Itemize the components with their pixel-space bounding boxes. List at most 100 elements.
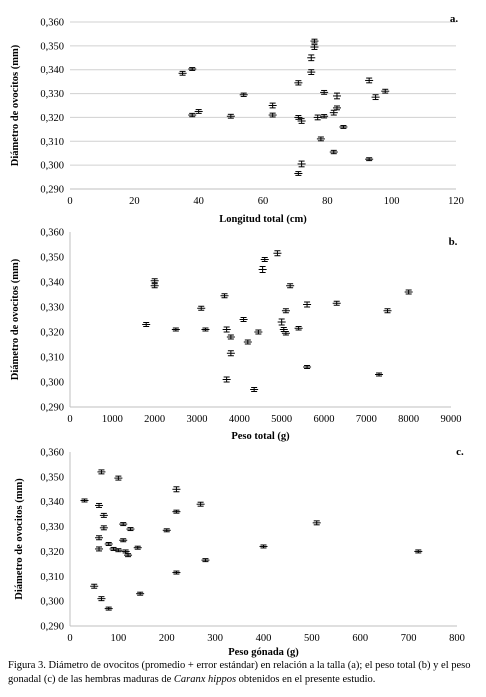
panel-c-x-axis-title: Peso gónada (g) (228, 647, 299, 658)
panel-b-data-point (303, 301, 312, 308)
panel-c-data-point (97, 469, 106, 475)
panel-a-y-tick-label: 0,340 (40, 65, 64, 76)
panel-b-data-point (226, 350, 235, 357)
panel-c-data-point (114, 475, 123, 481)
panel-a-data-point (294, 115, 303, 120)
panel-b-x-tick-label: 3000 (187, 414, 208, 425)
caption-text-end: obtenidos en el presente estudio. (236, 674, 376, 685)
panel-a-data-point (381, 88, 390, 94)
panel-c-data-point (95, 546, 104, 552)
panel-b-data-point (243, 339, 252, 345)
panel-a-y-tick-label: 0,300 (40, 161, 64, 172)
panel-b-data-point (260, 257, 269, 262)
panel-c-data-point (104, 606, 113, 611)
panel-a-y-tick-label: 0,330 (40, 89, 64, 100)
panel-c-y-tick-label: 0,340 (40, 497, 64, 508)
panel-a-data-point (297, 160, 306, 168)
panel-a-y-tick-label: 0,360 (40, 18, 64, 29)
panel-c-data-point (99, 525, 108, 531)
figure-caption: Figura 3. Diámetro de ovocitos (promedio… (8, 659, 480, 687)
panel-a-data-point (310, 44, 319, 50)
panel-b-x-tick-label: 4000 (229, 414, 250, 425)
panel-b-data-point (220, 293, 229, 299)
panel-a-data-point (294, 80, 303, 86)
panel-b-y-tick-label: 0,320 (40, 328, 64, 339)
panel-c-data-point (104, 541, 113, 546)
panel-b: 0,290 0,300 0,310 0,320 0,330 0,340 0,350 0,360… (10, 228, 462, 443)
panel-c-y-tick-label: 0,320 (40, 547, 64, 558)
panel-a-y-tick-label: 0,290 (40, 185, 64, 196)
panel-c-data-point (80, 498, 89, 503)
panel-b-data-point (277, 318, 286, 326)
panel-b-data-point (294, 326, 303, 331)
panel-c: 0,290 0,300 0,310 0,320 0,330 0,340 0,350 0,360… (14, 446, 465, 658)
panel-c-data-point (162, 528, 171, 533)
panel-a-data-point (188, 112, 197, 118)
panel-c-data-point (119, 522, 128, 527)
panel-b-y-tick-label: 0,360 (40, 228, 64, 239)
panel-a-x-tick-label: 0 (67, 196, 72, 207)
panel-c-y-tick-label: 0,350 (40, 472, 64, 483)
panel-c-data-point (90, 583, 99, 589)
panel-c-y-tick-label: 0,360 (40, 448, 64, 459)
panel-b-data-point (226, 334, 235, 340)
panel-c-data-point (99, 512, 108, 518)
panel-c-y-tick-label: 0,300 (40, 597, 64, 608)
panel-c-label: c. (456, 446, 464, 458)
panel-c-data-point (136, 591, 145, 596)
panel-a-x-tick-label: 40 (193, 196, 204, 207)
panel-a: 0,290 0,300 0,310 0,320 0,330 0,340 0,350 0,360… (10, 13, 464, 225)
panel-b-y-tick-label: 0,330 (40, 303, 64, 314)
panel-b-data-point (286, 283, 295, 289)
panel-b-data-point (404, 289, 413, 295)
panel-b-y-tick-label: 0,300 (40, 378, 64, 389)
panel-b-data-point (254, 329, 263, 335)
panel-a-x-tick-label: 120 (448, 196, 464, 207)
panel-b-y-tick-label: 0,350 (40, 253, 64, 264)
panel-a-data-point (307, 69, 316, 75)
panel-b-data-point (201, 327, 210, 332)
caption-species-name: Caranx hippos (173, 674, 237, 685)
panel-c-data-point (201, 558, 210, 563)
panel-a-data-point (294, 171, 303, 176)
panel-c-x-tick-label: 0 (67, 633, 72, 644)
panel-a-data-point (313, 114, 322, 121)
panel-b-x-tick-label: 0 (67, 414, 72, 425)
panel-b-data-point (197, 305, 206, 311)
caption-text-start: Figura 3. Diámetro de ovocitos (promedio… (8, 660, 471, 685)
panel-a-data-point (239, 92, 248, 97)
panel-b-x-tick-label: 6000 (314, 414, 335, 425)
panel-b-label: b. (449, 236, 458, 248)
panel-c-y-tick-label: 0,330 (40, 522, 64, 533)
panel-b-y-axis-title: Diámetro de ovocitos (mm) (10, 258, 21, 380)
panel-c-x-tick-label: 400 (256, 633, 272, 644)
panel-a-data-point (320, 89, 329, 95)
panel-b-x-tick-label: 9000 (441, 414, 462, 425)
panel-b-x-axis-title: Peso total (g) (231, 431, 290, 442)
panel-b-data-point (332, 300, 341, 306)
panel-b-data-point (281, 308, 290, 314)
panel-c-data-point (172, 509, 181, 514)
panel-c-x-tick-label: 700 (401, 633, 417, 644)
panel-b-data-point (150, 283, 159, 289)
panel-a-data-point (310, 38, 319, 44)
panel-c-x-tick-label: 600 (352, 633, 368, 644)
panel-c-y-tick-label: 0,290 (40, 622, 64, 633)
panel-a-data-point (178, 70, 187, 76)
panel-a-x-tick-label: 100 (384, 196, 400, 207)
panel-c-data-point (126, 527, 135, 532)
panel-a-label: a. (450, 13, 459, 25)
panel-a-data-point (226, 113, 235, 119)
panel-c-x-tick-label: 800 (449, 633, 465, 644)
panel-b-data-point (281, 331, 290, 336)
panel-b-x-tick-label: 2000 (144, 414, 165, 425)
panel-b-data-point (375, 372, 384, 377)
panel-b-data-point (171, 327, 180, 332)
panel-b-x-tick-label: 1000 (102, 414, 123, 425)
panel-a-data-point (365, 77, 374, 84)
panel-b-data-point (250, 387, 259, 392)
panel-c-y-tick-label: 0,310 (40, 572, 64, 583)
panel-b-x-tick-label: 7000 (356, 414, 377, 425)
panel-c-data-point (133, 545, 142, 550)
panel-a-data-point (194, 109, 203, 114)
